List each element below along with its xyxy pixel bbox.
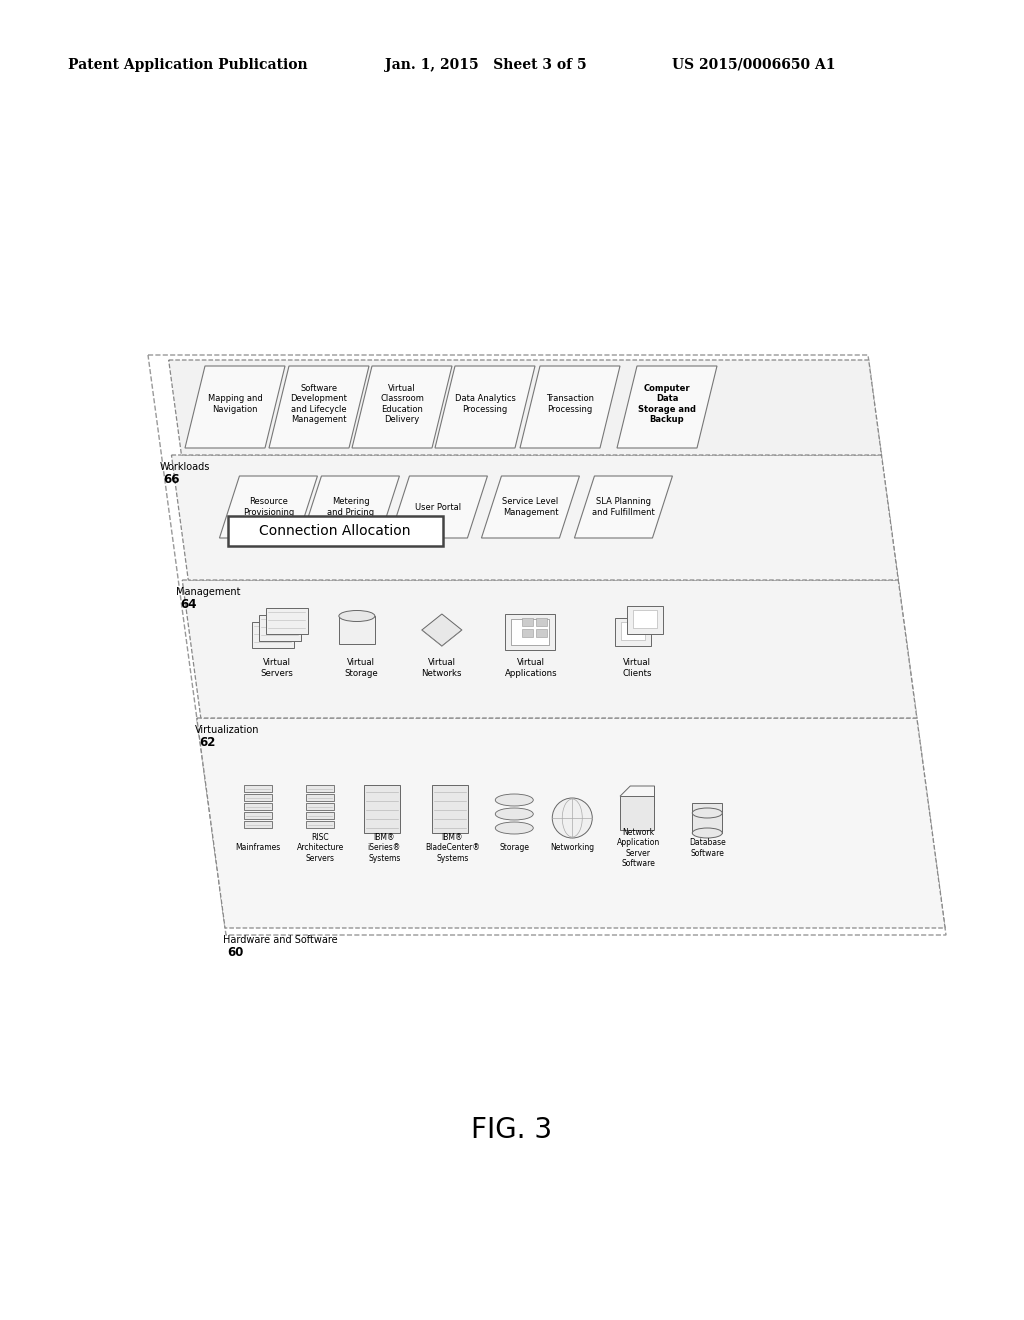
Text: Virtual
Networks: Virtual Networks bbox=[422, 659, 462, 677]
Ellipse shape bbox=[692, 828, 722, 838]
Polygon shape bbox=[520, 366, 620, 447]
Text: 60: 60 bbox=[227, 946, 244, 960]
Text: FIG. 3: FIG. 3 bbox=[471, 1115, 553, 1144]
Bar bbox=[245, 821, 272, 828]
Bar bbox=[245, 785, 272, 792]
Polygon shape bbox=[617, 366, 717, 447]
Bar bbox=[621, 796, 654, 830]
Polygon shape bbox=[197, 718, 945, 928]
Polygon shape bbox=[574, 477, 673, 539]
Polygon shape bbox=[481, 477, 580, 539]
Ellipse shape bbox=[692, 808, 722, 818]
Polygon shape bbox=[182, 579, 916, 718]
Ellipse shape bbox=[496, 795, 534, 807]
Text: Mapping and
Navigation: Mapping and Navigation bbox=[208, 395, 262, 413]
Bar bbox=[511, 619, 549, 645]
Text: 62: 62 bbox=[199, 737, 215, 748]
Bar bbox=[614, 618, 651, 645]
Text: Connection Allocation: Connection Allocation bbox=[259, 524, 411, 539]
Polygon shape bbox=[435, 366, 535, 447]
Text: Transaction
Processing: Transaction Processing bbox=[546, 395, 594, 413]
Text: RISC
Architecture
Servers: RISC Architecture Servers bbox=[297, 833, 344, 863]
Text: 66: 66 bbox=[164, 473, 180, 486]
Bar bbox=[522, 618, 532, 626]
Text: User Portal: User Portal bbox=[416, 503, 462, 511]
Polygon shape bbox=[185, 366, 285, 447]
Polygon shape bbox=[269, 366, 369, 447]
Text: Metering
and Pricing: Metering and Pricing bbox=[327, 498, 374, 516]
Bar bbox=[245, 795, 272, 801]
Bar bbox=[306, 821, 334, 828]
Ellipse shape bbox=[496, 822, 534, 834]
Circle shape bbox=[552, 799, 592, 838]
Ellipse shape bbox=[339, 610, 375, 622]
Text: Virtualization: Virtualization bbox=[195, 725, 259, 735]
Text: Database
Software: Database Software bbox=[689, 838, 726, 858]
Bar bbox=[306, 795, 334, 801]
Text: Virtual
Storage: Virtual Storage bbox=[344, 659, 378, 677]
Text: Data Analytics
Processing: Data Analytics Processing bbox=[455, 395, 515, 413]
Bar bbox=[365, 785, 400, 833]
Text: Resource
Provisioning: Resource Provisioning bbox=[243, 498, 294, 516]
Polygon shape bbox=[389, 477, 487, 539]
Text: Network
Application
Server
Software: Network Application Server Software bbox=[616, 828, 659, 869]
Polygon shape bbox=[352, 366, 452, 447]
Polygon shape bbox=[148, 355, 946, 935]
FancyBboxPatch shape bbox=[227, 516, 442, 546]
Bar bbox=[245, 812, 272, 818]
Bar bbox=[536, 618, 547, 626]
Bar bbox=[505, 614, 555, 649]
Polygon shape bbox=[171, 455, 898, 579]
Text: Virtual
Servers: Virtual Servers bbox=[260, 659, 293, 677]
Text: Computer
Data
Storage and
Backup: Computer Data Storage and Backup bbox=[638, 384, 696, 424]
Bar bbox=[306, 803, 334, 810]
Text: Virtual
Applications: Virtual Applications bbox=[505, 659, 557, 677]
Bar bbox=[633, 610, 656, 628]
Ellipse shape bbox=[496, 808, 534, 820]
Text: IBM®
iSeries®
Systems: IBM® iSeries® Systems bbox=[368, 833, 400, 863]
Text: Hardware and Software: Hardware and Software bbox=[223, 935, 338, 945]
Polygon shape bbox=[301, 477, 399, 539]
Bar bbox=[306, 785, 334, 792]
Bar bbox=[339, 616, 375, 644]
Text: Storage: Storage bbox=[500, 843, 529, 853]
Text: Software
Development
and Lifecycle
Management: Software Development and Lifecycle Manag… bbox=[291, 384, 347, 424]
Bar bbox=[259, 615, 301, 642]
Text: Patent Application Publication: Patent Application Publication bbox=[68, 58, 307, 73]
Text: US 2015/0006650 A1: US 2015/0006650 A1 bbox=[672, 58, 836, 73]
Text: IBM®
BladeCenter®
Systems: IBM® BladeCenter® Systems bbox=[425, 833, 479, 863]
Polygon shape bbox=[219, 477, 317, 539]
Text: Virtual
Clients: Virtual Clients bbox=[623, 659, 651, 677]
Bar bbox=[252, 622, 294, 648]
Text: 64: 64 bbox=[180, 598, 197, 611]
Bar bbox=[522, 630, 532, 638]
Text: Virtual
Classroom
Education
Delivery: Virtual Classroom Education Delivery bbox=[380, 384, 424, 424]
Text: Management: Management bbox=[176, 587, 241, 597]
Bar bbox=[536, 630, 547, 638]
Polygon shape bbox=[169, 360, 882, 455]
Text: Jan. 1, 2015   Sheet 3 of 5: Jan. 1, 2015 Sheet 3 of 5 bbox=[385, 58, 587, 73]
Bar bbox=[432, 785, 468, 833]
Bar bbox=[245, 803, 272, 810]
Bar bbox=[627, 606, 663, 634]
Polygon shape bbox=[422, 614, 462, 645]
Bar bbox=[621, 622, 645, 640]
Text: Service Level
Management: Service Level Management bbox=[503, 498, 558, 516]
Bar bbox=[692, 803, 722, 833]
Text: Networking: Networking bbox=[550, 843, 594, 853]
Bar bbox=[266, 609, 308, 634]
Text: Workloads: Workloads bbox=[160, 462, 210, 473]
Text: Mainframes: Mainframes bbox=[236, 843, 281, 853]
Text: SLA Planning
and Fulfillment: SLA Planning and Fulfillment bbox=[592, 498, 654, 516]
Bar bbox=[306, 812, 334, 818]
